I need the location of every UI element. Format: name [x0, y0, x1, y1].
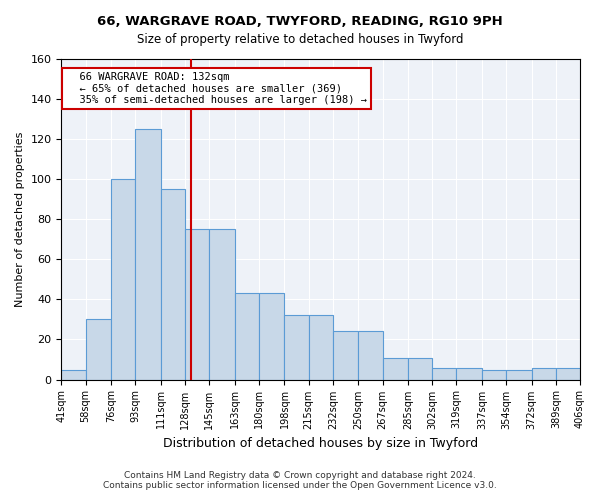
Bar	[135, 129, 161, 380]
Bar	[358, 332, 383, 380]
Bar	[86, 320, 111, 380]
Bar	[482, 370, 506, 380]
Bar	[161, 189, 185, 380]
Bar	[532, 368, 556, 380]
Text: Size of property relative to detached houses in Twyford: Size of property relative to detached ho…	[137, 32, 463, 46]
X-axis label: Distribution of detached houses by size in Twyford: Distribution of detached houses by size …	[163, 437, 478, 450]
Bar	[284, 316, 308, 380]
Bar	[383, 358, 408, 380]
Bar	[259, 294, 284, 380]
Bar	[408, 358, 432, 380]
Bar	[457, 368, 482, 380]
Bar	[308, 316, 333, 380]
Bar	[61, 370, 86, 380]
Bar	[185, 230, 209, 380]
Bar	[209, 230, 235, 380]
Text: Contains HM Land Registry data © Crown copyright and database right 2024.
Contai: Contains HM Land Registry data © Crown c…	[103, 470, 497, 490]
Text: 66, WARGRAVE ROAD, TWYFORD, READING, RG10 9PH: 66, WARGRAVE ROAD, TWYFORD, READING, RG1…	[97, 15, 503, 28]
Text: 66 WARGRAVE ROAD: 132sqm
  ← 65% of detached houses are smaller (369)
  35% of s: 66 WARGRAVE ROAD: 132sqm ← 65% of detach…	[67, 72, 367, 105]
Bar	[556, 368, 580, 380]
Bar	[333, 332, 358, 380]
Bar	[506, 370, 532, 380]
Y-axis label: Number of detached properties: Number of detached properties	[15, 132, 25, 307]
Bar	[432, 368, 457, 380]
Bar	[235, 294, 259, 380]
Bar	[111, 179, 135, 380]
